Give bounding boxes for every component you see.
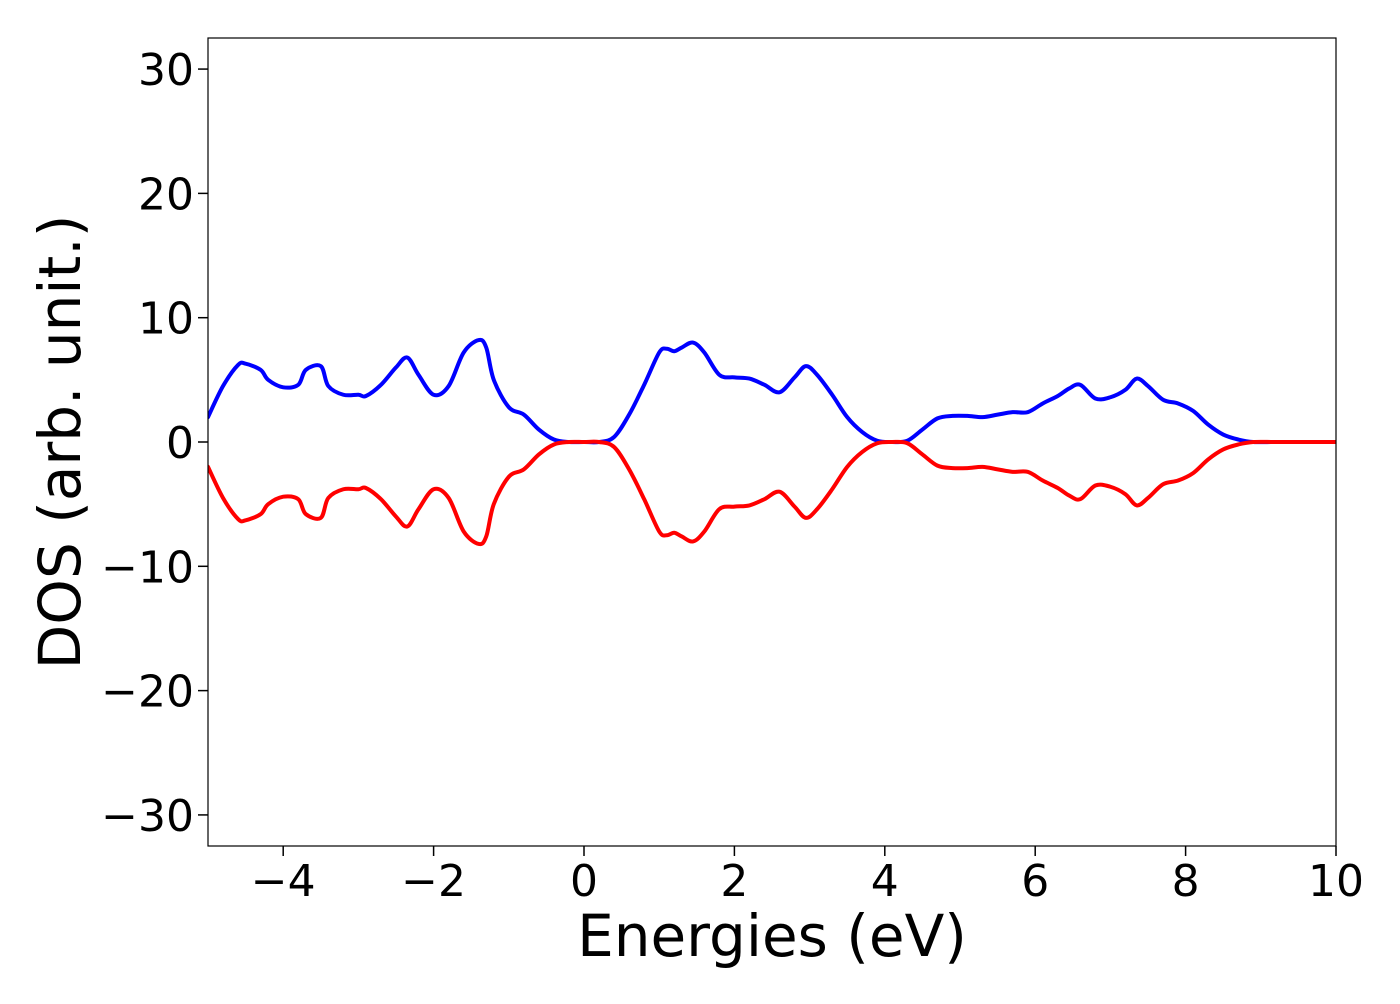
y-tick-label: −10 [101, 542, 194, 593]
dos-series-line-1 [208, 337, 1336, 445]
dos-series-line-2 [208, 439, 1336, 547]
x-axis-label: Energies (eV) [577, 902, 967, 970]
y-tick-label: 20 [138, 169, 194, 220]
y-axis-ticks: 30 20 10 0 −10 −20 −30 [101, 45, 208, 842]
y-tick-label: 30 [138, 45, 194, 96]
y-tick-label: 0 [166, 418, 194, 469]
x-tick-label: −4 [251, 856, 316, 907]
x-tick-label: 8 [1172, 856, 1200, 907]
x-axis-ticks: −4 −2 0 2 4 6 8 10 [251, 846, 1364, 907]
x-tick-label: 6 [1021, 856, 1049, 907]
x-tick-label: 10 [1308, 856, 1364, 907]
x-tick-label: 4 [871, 856, 899, 907]
x-tick-label: 0 [570, 856, 598, 907]
series-layer [208, 337, 1336, 547]
plot-frame [207, 37, 1337, 847]
y-tick-label: −20 [101, 667, 194, 718]
x-tick-label: 2 [720, 856, 748, 907]
x-tick-label: −2 [401, 856, 466, 907]
y-tick-label: 10 [138, 294, 194, 345]
y-tick-label: −30 [101, 791, 194, 842]
y-axis-label: DOS (arb. unit.) [26, 215, 94, 670]
